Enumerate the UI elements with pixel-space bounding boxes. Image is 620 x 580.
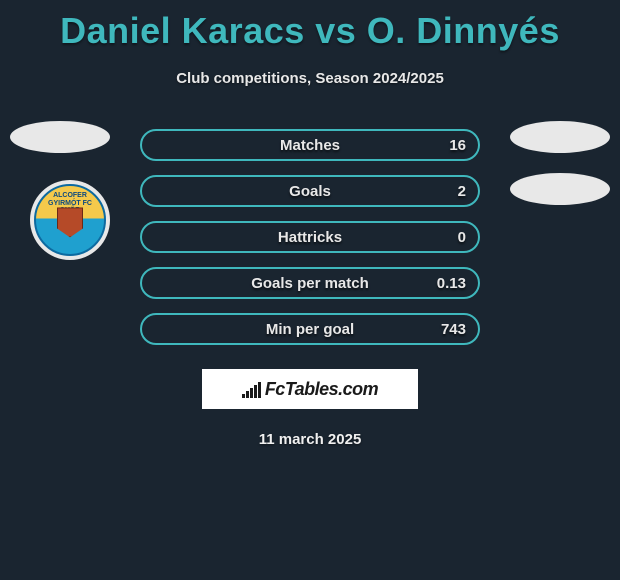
page-title: Daniel Karacs vs O. Dinnyés — [0, 0, 620, 52]
player-placeholder-right-1 — [510, 121, 610, 153]
date-label: 11 march 2025 — [0, 431, 620, 448]
player-placeholder-left — [10, 121, 110, 153]
stat-label: Min per goal — [266, 321, 354, 338]
stat-value: 0 — [458, 229, 466, 246]
stat-label: Hattricks — [278, 229, 342, 246]
stat-value: 743 — [441, 321, 466, 338]
stat-row-hattricks: Hattricks 0 — [140, 221, 480, 253]
stat-row-min-per-goal: Min per goal 743 — [140, 313, 480, 345]
brand-text: FcTables.com — [265, 379, 378, 400]
subtitle: Club competitions, Season 2024/2025 — [0, 70, 620, 87]
team-badge-shield-icon — [57, 207, 83, 237]
stat-row-goals: Goals 2 — [140, 175, 480, 207]
stat-row-matches: Matches 16 — [140, 129, 480, 161]
stat-value: 0.13 — [437, 275, 466, 292]
stat-label: Goals — [289, 183, 331, 200]
player-placeholder-right-2 — [510, 173, 610, 205]
team-badge: ALCOFER GYIRMÓT FC GYŐR — [30, 180, 110, 260]
stat-label: Goals per match — [251, 275, 369, 292]
stat-row-goals-per-match: Goals per match 0.13 — [140, 267, 480, 299]
brand-banner[interactable]: FcTables.com — [202, 369, 418, 409]
stat-value: 16 — [449, 137, 466, 154]
team-badge-inner: ALCOFER GYIRMÓT FC GYŐR — [34, 184, 106, 256]
stat-label: Matches — [280, 137, 340, 154]
stat-value: 2 — [458, 183, 466, 200]
brand-chart-icon — [242, 380, 261, 398]
